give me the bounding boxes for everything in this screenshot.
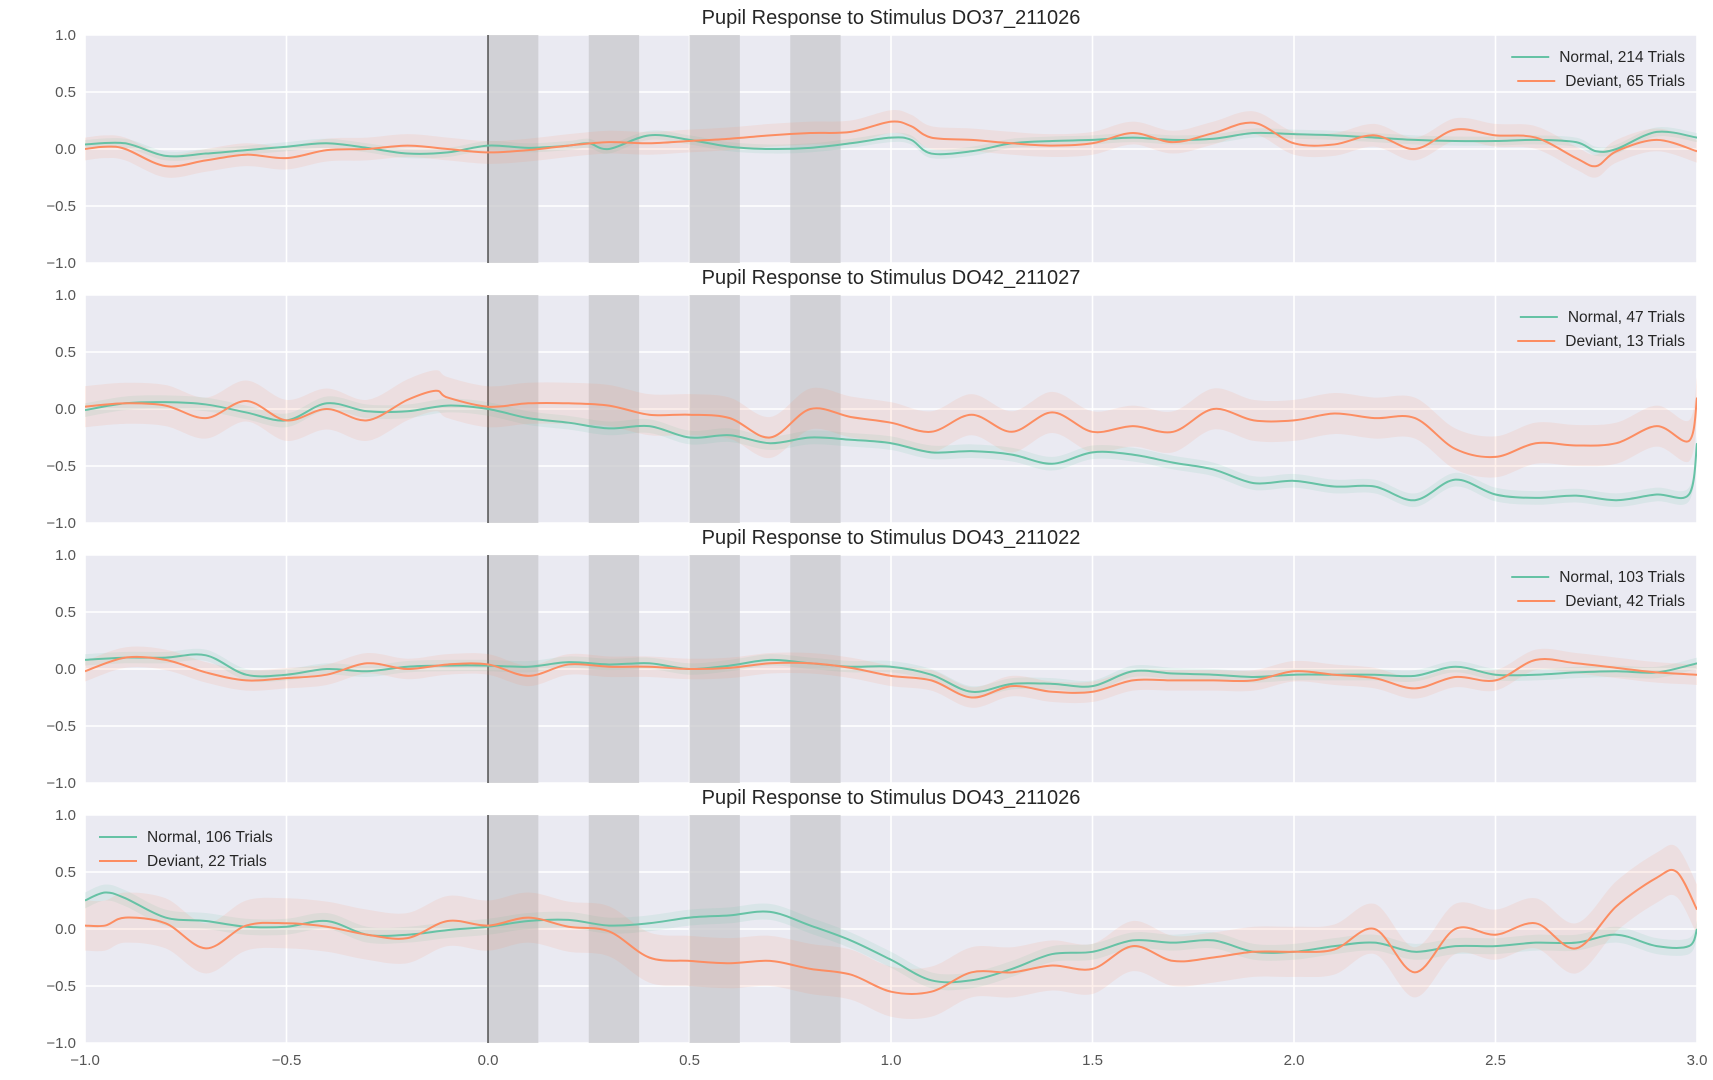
stimulus-band — [588, 35, 640, 263]
stimulus-band — [689, 815, 740, 1043]
error-band-deviant — [85, 646, 1697, 708]
panel-title: Pupil Response to Stimulus DO37_211026 — [702, 7, 1081, 29]
panel-4: Pupil Response to Stimulus DO43_211026 1.… — [46, 787, 1707, 1069]
legend-label-deviant: Deviant, 42 Trials — [1565, 593, 1685, 610]
x-tick-label: 0.0 — [478, 1052, 499, 1069]
stimulus-band — [790, 555, 841, 783]
y-tick-label: −0.5 — [46, 198, 76, 215]
legend: Normal, 47 Trials Deviant, 13 Trials — [1517, 309, 1685, 350]
y-tick-label: 0.0 — [55, 921, 76, 938]
x-tick-label: 2.5 — [1485, 1052, 1506, 1069]
panel-3: Pupil Response to Stimulus DO43_211022 1.… — [46, 527, 1698, 792]
y-tick-label: −1.0 — [46, 775, 76, 792]
legend: Normal, 103 Trials Deviant, 42 Trials — [1511, 569, 1685, 610]
error-band-deviant — [85, 844, 1697, 1020]
panel-2: Pupil Response to Stimulus DO42_211027 1.… — [46, 267, 1698, 532]
error-band-normal — [85, 395, 1697, 508]
stimulus-band — [488, 815, 539, 1043]
x-tick-label: 2.0 — [1284, 1052, 1305, 1069]
legend-label-normal: Normal, 214 Trials — [1559, 49, 1685, 66]
y-tick-label: 1.0 — [55, 27, 76, 44]
legend-label-deviant: Deviant, 65 Trials — [1565, 73, 1685, 90]
legend-label-normal: Normal, 106 Trials — [147, 829, 273, 846]
y-tick-label: 0.0 — [55, 401, 76, 418]
series-line-normal — [85, 401, 1697, 502]
y-tick-label: −1.0 — [46, 1035, 76, 1052]
y-tick-label: 1.0 — [55, 287, 76, 304]
y-tick-label: 0.5 — [55, 344, 76, 361]
error-band-normal — [85, 127, 1697, 161]
legend: Normal, 214 Trials Deviant, 65 Trials — [1511, 49, 1685, 90]
y-tick-label: 0.0 — [55, 141, 76, 158]
stimulus-band — [588, 295, 640, 523]
x-tick-label: −0.5 — [272, 1052, 302, 1069]
y-tick-label: −1.0 — [46, 515, 76, 532]
x-tick-label: 0.5 — [679, 1052, 700, 1069]
error-band-normal — [85, 648, 1697, 698]
series-line-deviant — [85, 120, 1697, 168]
x-tick-label: 1.0 — [881, 1052, 902, 1069]
stimulus-band — [488, 295, 539, 523]
legend: Normal, 106 Trials Deviant, 22 Trials — [99, 829, 273, 870]
y-tick-label: −0.5 — [46, 718, 76, 735]
x-tick-label: 3.0 — [1687, 1052, 1708, 1069]
stimulus-band — [689, 295, 740, 523]
y-tick-label: 0.5 — [55, 604, 76, 621]
stimulus-band — [790, 815, 841, 1043]
error-band-deviant — [85, 370, 1697, 478]
legend-label-normal: Normal, 47 Trials — [1568, 309, 1685, 326]
y-tick-label: 0.5 — [55, 864, 76, 881]
series-line-normal — [85, 653, 1697, 693]
stimulus-band — [488, 555, 539, 783]
stimulus-band — [588, 555, 640, 783]
panel-title: Pupil Response to Stimulus DO42_211027 — [702, 267, 1081, 289]
series-line-deviant — [85, 868, 1697, 995]
error-band-deviant — [85, 110, 1697, 178]
panel-title: Pupil Response to Stimulus DO43_211026 — [702, 787, 1081, 809]
y-tick-label: −1.0 — [46, 255, 76, 272]
y-tick-label: 1.0 — [55, 807, 76, 824]
series-line-deviant — [85, 655, 1697, 699]
y-tick-label: −0.5 — [46, 978, 76, 995]
legend-label-deviant: Deviant, 13 Trials — [1565, 333, 1685, 350]
legend-label-normal: Normal, 103 Trials — [1559, 569, 1685, 586]
panel-1: Pupil Response to Stimulus DO37_211026 1.… — [46, 7, 1698, 272]
y-tick-label: −0.5 — [46, 458, 76, 475]
y-tick-label: 0.5 — [55, 84, 76, 101]
x-tick-label: 1.5 — [1082, 1052, 1103, 1069]
panel-title: Pupil Response to Stimulus DO43_211022 — [702, 527, 1081, 549]
series-line-normal — [85, 891, 1697, 984]
y-tick-label: 1.0 — [55, 547, 76, 564]
x-tick-label: −1.0 — [70, 1052, 100, 1069]
stimulus-band — [689, 35, 740, 263]
legend-label-deviant: Deviant, 22 Trials — [147, 853, 267, 870]
series-line-deviant — [85, 389, 1697, 459]
y-tick-label: 0.0 — [55, 661, 76, 678]
